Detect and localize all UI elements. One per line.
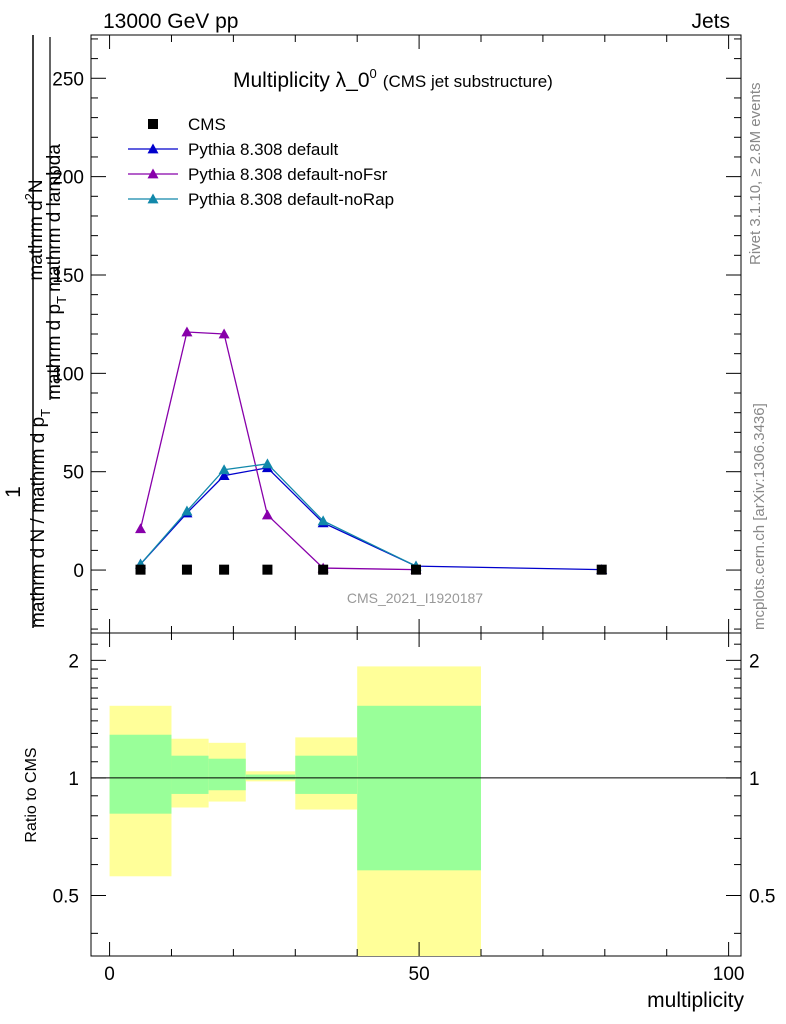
ylabel-frac-den: mathrm d N / mathrm d pT [28, 409, 53, 628]
data-series [135, 326, 608, 575]
legend-label: CMS [188, 115, 226, 134]
title-superscript: 0 [370, 66, 377, 81]
data-point [261, 458, 273, 469]
legend-marker [147, 143, 159, 154]
analysis-watermark: CMS_2021_I1920187 [347, 590, 483, 606]
series-line [140, 463, 417, 567]
legend-label: Pythia 8.308 default-noFsr [188, 165, 388, 184]
header-right: Jets [691, 10, 730, 33]
ratio-y-tick-label-right: 1 [749, 769, 760, 790]
ratio-band-green-2 [208, 758, 246, 791]
data-point [261, 509, 273, 520]
ylabel-main-den: mathrm d pTmathrm d lambda [44, 144, 69, 400]
x-tick-label: 50 [409, 964, 430, 985]
data-point [218, 328, 230, 339]
ratio-band-green-4 [295, 755, 358, 794]
main-ylabel: 1 mathrm d N / mathrm d pT mathrm d2N ma… [2, 35, 69, 628]
mcplots-text: mcplots.cern.ch [arXiv:1306.3436] [751, 403, 768, 630]
data-point [262, 564, 273, 575]
xlabel: multiplicity [647, 989, 744, 1012]
legend-item: Pythia 8.308 default-noFsr [128, 165, 388, 184]
rivet-version-text: Rivet 3.1.10, ≥ 2.8M events [747, 83, 764, 266]
y-tick-label: 100 [52, 364, 84, 385]
legend-marker [147, 193, 159, 204]
legend: CMS Pythia 8.308 default Pythia 8.308 defa… [128, 115, 394, 209]
x-tick-label: 100 [713, 964, 745, 985]
data-point [596, 564, 607, 575]
data-point [135, 523, 147, 534]
y-tick-label: 150 [52, 266, 84, 287]
data-point [181, 505, 193, 516]
data-point [411, 564, 421, 575]
legend-item: Pythia 8.308 default-noRap [128, 190, 394, 209]
chart-title: Multiplicity λ_00 (CMS jet substructure) [233, 66, 553, 92]
series-pythia-8-308-default-nofsr [135, 326, 422, 575]
title-main: Multiplicity λ_0 [233, 69, 370, 92]
ratio-bands [109, 666, 481, 956]
ylabel-frac-num: 1 [2, 486, 25, 498]
title-subtitle: (CMS jet substructure) [383, 72, 553, 91]
x-tick-label: 0 [104, 964, 115, 985]
data-point [135, 564, 146, 575]
axis-ticks: 0 50 100 0 50 100 150 200 250 0.5 0.5 1 1 2 2 [52, 35, 775, 985]
data-point [219, 564, 230, 575]
ratio-y-tick-label: 0.5 [53, 887, 79, 908]
series-pythia-8-308-default-norap [135, 458, 422, 571]
legend-item: Pythia 8.308 default [128, 140, 339, 159]
legend-label: Pythia 8.308 default-noRap [188, 190, 394, 209]
ratio-y-tick-label: 1 [68, 769, 79, 790]
ratio-band-green-1 [171, 755, 209, 794]
ratio-y-tick-label: 2 [68, 651, 79, 672]
legend-marker [148, 119, 158, 129]
y-tick-label: 200 [52, 168, 84, 189]
ratio-band-green-5 [357, 705, 481, 871]
header-left: 13000 GeV pp [103, 10, 238, 33]
ratio-band-green-3 [245, 774, 296, 780]
series-pythia-8-308-default [135, 462, 608, 575]
legend-item: CMS [148, 115, 226, 134]
series-cms [135, 564, 607, 575]
ratio-y-tick-label-right: 0.5 [749, 887, 775, 908]
data-point [218, 464, 230, 475]
ratio-y-tick-label-right: 2 [749, 651, 760, 672]
data-point [181, 326, 193, 337]
series-line [140, 467, 602, 571]
y-tick-label: 50 [63, 463, 84, 484]
ratio-ylabel: Ratio to CMS [23, 747, 40, 842]
data-point [218, 470, 230, 481]
ratio-band-green-0 [109, 734, 172, 814]
data-point [181, 564, 192, 575]
y-tick-label: 250 [52, 69, 84, 90]
ylabel-numerator: mathrm d2N [22, 179, 47, 280]
legend-marker [147, 168, 159, 179]
series-line [139, 331, 417, 571]
data-point [317, 515, 329, 526]
legend-label: Pythia 8.308 default [188, 140, 339, 159]
y-tick-label: 0 [73, 561, 84, 582]
data-point [318, 564, 329, 575]
